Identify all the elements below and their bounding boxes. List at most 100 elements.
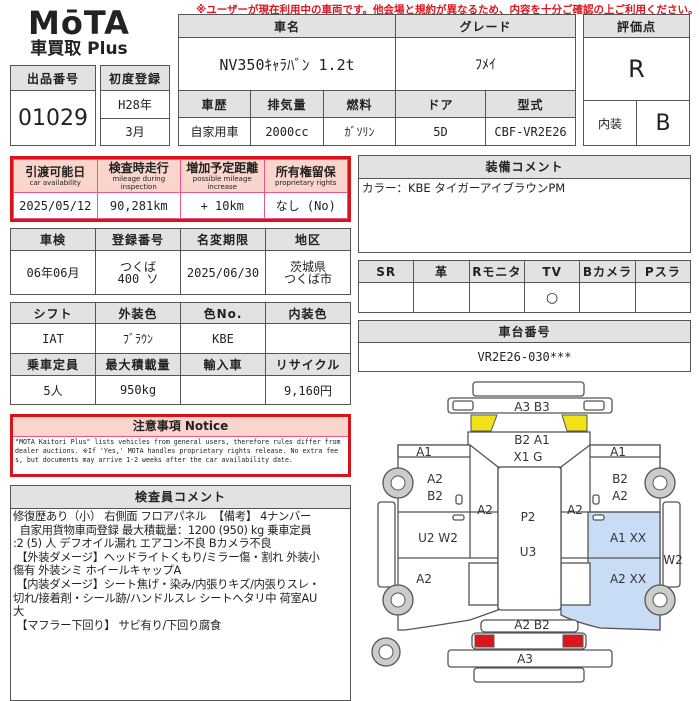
inspector-comment-box: 検査員コメント 修復歴あり（小） 右側面 フロアパネル 【備考】 4ナンバー 自…: [10, 485, 351, 701]
grade-label: グレード: [395, 14, 577, 38]
car-table: 車名 グレード NV350ｷｬﾗﾊﾞﾝ 1.2t ﾌﾒｲ 車歴 排気量 燃料 ドア 型式 自…: [177, 14, 577, 146]
front-bumper: [447, 397, 613, 414]
label-rear-bumper: A3: [517, 652, 533, 666]
first-registration-month: 3月: [100, 117, 170, 146]
rear-bumper: [447, 649, 613, 668]
right-front-fender: [589, 444, 661, 458]
label-fr-door-b: A2: [612, 489, 628, 503]
left-handle: [455, 494, 463, 505]
import: [180, 375, 266, 405]
option-rear-monitor-label: Rモニタ: [468, 260, 525, 283]
first-registration-table: 初度登録 H28年 3月: [100, 65, 170, 146]
logo-sub: 車買取 Plus: [30, 39, 128, 59]
rear-gate: [480, 619, 579, 633]
mileage-label: 検査時走行 mileage during inspection: [96, 159, 181, 193]
plate-label: 登録番号: [95, 228, 181, 251]
chassis-label: 車台番号: [358, 320, 691, 343]
logo-brand: MōTA: [28, 4, 130, 42]
label-left-pillar: A2: [477, 503, 493, 517]
capacity: 5人: [10, 375, 96, 405]
model: CBF-VR2E26: [485, 117, 577, 146]
label-roof1: P2: [521, 510, 536, 524]
taillight-right: [562, 634, 584, 648]
left-step: [377, 501, 396, 588]
inspector-comment: 修復歴あり（小） 右側面 フロアパネル 【備考】 4ナンバー 自家用貨物車両登録…: [13, 510, 320, 632]
notice-body: "MOTA Kaitori Plus" lists vehicles from …: [15, 438, 341, 464]
label-roof2: U3: [520, 545, 536, 559]
car-name: NV350ｷｬﾗﾊﾞﾝ 1.2t: [177, 37, 397, 91]
label-fl-door-a: A2: [427, 472, 443, 486]
option-back-camera-label: Bカメラ: [579, 260, 636, 283]
capacity-label: 乗車定員: [10, 353, 96, 376]
right-step: [662, 501, 681, 588]
front-top-outline: [472, 381, 585, 397]
front-fog-left: [452, 400, 474, 411]
exterior-color: ﾌﾞﾗｳﾝ: [95, 323, 181, 354]
label-right-side: A1 XX: [610, 531, 646, 545]
option-power-slide: [634, 282, 692, 313]
availability-date: 2025/05/12: [13, 192, 98, 219]
specs-table: シフト 外装色 色No. 内装色 IAT ﾌﾞﾗｳﾝ KBE 乗車定員 最大積載量 輸入車 リサ…: [10, 302, 351, 405]
right-rear-window: [560, 562, 591, 606]
plate-number: つくば 400 ソ: [95, 250, 181, 295]
availability-table: 引渡可能日 car availability 検査時走行 mileage durin…: [13, 159, 348, 219]
interior-label: 内装: [583, 100, 637, 146]
region: 茨城県 つくば市: [265, 250, 351, 295]
right-handle: [592, 494, 600, 505]
inspection-label: 車検: [10, 228, 96, 251]
rear-bottom: [473, 667, 585, 683]
doors: 5D: [395, 117, 487, 146]
label-rear-gate: A2 B2: [514, 618, 550, 632]
model-label: 型式: [485, 90, 577, 118]
label-hood1: B2 A1: [514, 433, 550, 447]
equipment-comment: カラー：KBE タイガーアイブラウンPM: [362, 181, 566, 195]
notice-box: 注意事項 Notice "MOTA Kaitori Plus" lists ve…: [10, 414, 351, 477]
usage-warning: ※ユーザーが現在利用中の車両です。他会場と規約が異なるため、内容を十分ご確認の上…: [196, 4, 699, 16]
mileage: 90,281km: [96, 192, 181, 219]
registration-table: 車検 登録番号 名変期限 地区 06年06月 つくば 400 ソ 2025/06/30 茨城…: [10, 228, 351, 295]
label-right-pillar: A2: [567, 503, 583, 517]
color-no: KBE: [180, 323, 266, 354]
equipment-comment-title: 装備コメント: [359, 156, 690, 179]
shift-label: シフト: [10, 302, 96, 324]
car-name-label: 車名: [177, 14, 397, 38]
score-table: 評価点 R 内装 B: [583, 14, 690, 146]
headlight-right: [561, 414, 588, 432]
exterior-color-label: 外装色: [95, 302, 181, 324]
mileage-increase: + 10km: [180, 192, 265, 219]
history: 自家用車: [178, 117, 251, 146]
availability-date-label: 引渡可能日 car availability: [13, 159, 98, 193]
rear-lamp-bar: [471, 632, 587, 650]
proprietary-rights: なし (No): [263, 192, 348, 219]
fuel-label: 燃料: [322, 90, 397, 118]
name-change-label: 名変期限: [180, 228, 266, 251]
fuel: ｶﾞｿﾘﾝ: [322, 117, 397, 146]
import-label: 輸入車: [180, 353, 266, 376]
region-label: 地区: [265, 228, 351, 251]
option-leather-label: 革: [413, 260, 470, 283]
listing-number: 01029: [10, 90, 96, 146]
option-rear-monitor: [468, 282, 525, 313]
doors-label: ドア: [395, 90, 487, 118]
label-hood2: X1 G: [514, 450, 543, 464]
option-leather: [413, 282, 470, 313]
chassis-table: 車台番号 VR2E26-030***: [358, 320, 691, 372]
equipment-comment-box: 装備コメント カラー：KBE タイガーアイブラウンPM: [358, 155, 691, 253]
label-fr-fender: A1: [610, 445, 626, 459]
shift: IAT: [10, 323, 96, 354]
option-back-camera: [579, 282, 636, 313]
label-right-w: W2: [663, 553, 683, 567]
taillight-left: [474, 634, 495, 648]
interior-color-label: 内装色: [265, 302, 351, 324]
front-fog-right: [583, 400, 605, 411]
chassis-number: VR2E26-030***: [358, 342, 691, 372]
logo: MōTA 車買取 Plus: [28, 6, 130, 58]
label-fl-door-b: B2: [427, 489, 443, 503]
notice-title: 注意事項 Notice: [13, 417, 348, 437]
left-front-fender: [397, 444, 471, 458]
first-registration-label: 初度登録: [100, 65, 170, 91]
interior-score: B: [636, 100, 690, 146]
options-table: SR 革 Rモニタ TV Bカメラ Pスラ ○: [357, 260, 692, 313]
listing-number-table: 出品番号 01029: [10, 65, 96, 146]
